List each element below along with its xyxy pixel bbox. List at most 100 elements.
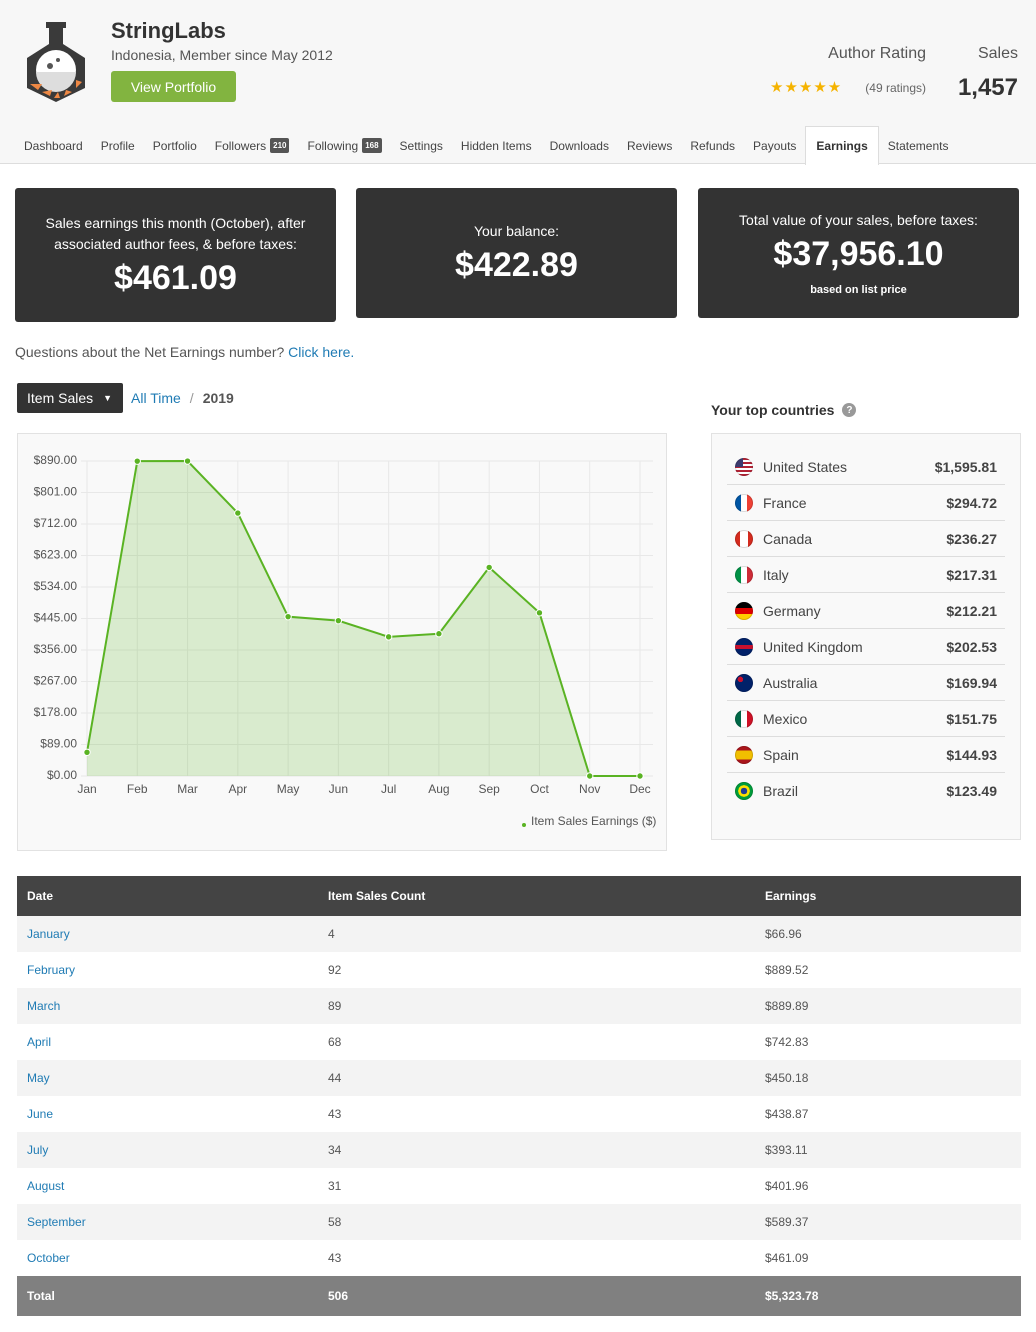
- table-cell: 68: [328, 1035, 342, 1049]
- data-point[interactable]: [284, 612, 292, 621]
- all-time-link[interactable]: All Time: [131, 390, 181, 406]
- date-link[interactable]: February: [27, 963, 76, 977]
- date-link[interactable]: August: [27, 1179, 65, 1193]
- nav-tab[interactable]: Downloads: [541, 126, 618, 164]
- table-cell: $589.37: [765, 1215, 809, 1229]
- table-cell: 58: [328, 1215, 342, 1229]
- data-point[interactable]: [384, 633, 393, 641]
- total-cell: 506: [328, 1289, 349, 1303]
- nav-tab[interactable]: Payouts: [744, 126, 805, 164]
- data-point[interactable]: [183, 457, 192, 465]
- view-portfolio-button[interactable]: View Portfolio: [111, 71, 236, 102]
- x-tick-label: Apr: [228, 782, 247, 796]
- nav-tab-label: Payouts: [753, 138, 797, 153]
- view-dropdown[interactable]: Item Sales ▼: [17, 383, 123, 413]
- table-cell: 31: [328, 1179, 342, 1193]
- date-link[interactable]: April: [27, 1035, 52, 1049]
- country-flag: [735, 673, 753, 692]
- nav-tab[interactable]: Hidden Items: [452, 126, 541, 164]
- x-tick-label: Dec: [629, 782, 650, 796]
- nav-tab-label: Settings: [399, 138, 443, 153]
- table-row: October 43 $461.09: [17, 1240, 1021, 1276]
- x-tick-label: Jun: [329, 782, 348, 796]
- notice-link[interactable]: Click here.: [288, 344, 355, 360]
- nav-tab[interactable]: Statements: [879, 126, 958, 164]
- data-point[interactable]: [485, 563, 493, 572]
- data-point[interactable]: [586, 772, 594, 780]
- x-tick-label: Jan: [77, 782, 96, 796]
- nav-tab-badge: 168: [362, 138, 382, 153]
- date-link[interactable]: June: [27, 1107, 54, 1121]
- date-link[interactable]: October: [27, 1251, 70, 1265]
- date-link[interactable]: March: [27, 999, 61, 1013]
- y-tick-label: $445.00: [34, 611, 78, 625]
- table-cell: 43: [328, 1251, 342, 1265]
- nav-tab[interactable]: Profile: [92, 126, 144, 164]
- column-header: Item Sales Count: [328, 889, 426, 903]
- country-amount: $202.53: [946, 638, 997, 655]
- notice-text: Questions about the Net Earnings number?: [15, 344, 285, 360]
- data-point[interactable]: [435, 630, 443, 638]
- tab-bar: Dashboard Profile Portfolio Followers 210 Fol…: [15, 126, 958, 165]
- y-tick-label: $0.00: [47, 768, 77, 782]
- date-link[interactable]: July: [27, 1143, 49, 1157]
- data-point[interactable]: [334, 616, 343, 625]
- nav-tab[interactable]: Settings: [391, 126, 452, 164]
- country-flag: [735, 565, 753, 584]
- nav-tab[interactable]: Dashboard: [15, 126, 92, 164]
- nav-tab-label: Followers: [214, 138, 267, 153]
- country-name: Australia: [763, 674, 818, 691]
- nav-tab[interactable]: Earnings: [805, 126, 879, 165]
- nav-tab[interactable]: Reviews: [618, 126, 681, 164]
- table-cell: 4: [328, 927, 335, 941]
- data-point[interactable]: [636, 772, 644, 780]
- table-cell: 92: [328, 963, 342, 977]
- nav-tab-label: Refunds: [690, 138, 736, 153]
- table-row: August 31 $401.96: [17, 1168, 1021, 1204]
- summary-card: Total value of your sales, before taxes:…: [698, 188, 1019, 318]
- country-flag: [735, 529, 753, 548]
- rating-stars: ★★★★★: [770, 79, 843, 96]
- legend-label: Item Sales Earnings ($): [531, 814, 656, 828]
- date-link[interactable]: September: [27, 1215, 86, 1229]
- country-row: Mexico $151.75: [727, 701, 1005, 737]
- data-point[interactable]: [234, 509, 242, 517]
- author-name: StringLabs: [111, 18, 226, 43]
- card-note: based on list price: [810, 284, 907, 296]
- help-icon[interactable]: ?: [842, 403, 857, 417]
- nav-tab[interactable]: Refunds: [681, 126, 744, 164]
- table-row: May 44 $450.18: [17, 1060, 1021, 1096]
- y-tick-label: $890.00: [34, 453, 78, 467]
- nav-tab-label: Dashboard: [24, 138, 83, 153]
- table-cell: $889.52: [765, 963, 809, 977]
- nav-tab-label: Statements: [887, 138, 949, 153]
- y-tick-label: $534.00: [34, 579, 78, 593]
- chart: $0.00 $89.00 $178.00 $267.00 $356.00 $445.00 $…: [34, 453, 657, 828]
- country-flag: [735, 782, 753, 800]
- country-amount: $212.21: [946, 602, 997, 619]
- nav-tab[interactable]: Followers 210: [206, 126, 299, 164]
- table-row: March 89 $889.89: [17, 988, 1021, 1024]
- summary-card: Sales earnings this month (October), aft…: [15, 188, 336, 322]
- table-cell: $393.11: [765, 1143, 808, 1157]
- table-cell: $450.18: [765, 1071, 809, 1085]
- date-link[interactable]: May: [27, 1071, 50, 1085]
- data-point[interactable]: [133, 457, 141, 465]
- country-row: United Kingdom $202.53: [727, 629, 1005, 665]
- y-tick-label: $267.00: [34, 674, 78, 688]
- nav-tab-label: Hidden Items: [460, 138, 532, 153]
- nav-tab[interactable]: Following 168: [298, 126, 390, 164]
- date-link[interactable]: January: [27, 927, 70, 941]
- data-point[interactable]: [535, 609, 544, 617]
- card-text: Sales earnings this month (October), aft…: [45, 214, 306, 252]
- data-point[interactable]: [83, 748, 91, 757]
- column-header: Date: [27, 889, 54, 903]
- x-tick-label: Feb: [127, 782, 148, 796]
- country-row: Canada $236.27: [727, 521, 1005, 557]
- nav-tab[interactable]: Portfolio: [144, 126, 206, 164]
- y-tick-label: $801.00: [34, 485, 78, 499]
- country-amount: $217.31: [946, 566, 997, 583]
- author-location: Indonesia, Member since May 2012: [111, 47, 333, 63]
- nav-tab-label: Portfolio: [152, 138, 197, 153]
- y-tick-label: $89.00: [40, 737, 77, 751]
